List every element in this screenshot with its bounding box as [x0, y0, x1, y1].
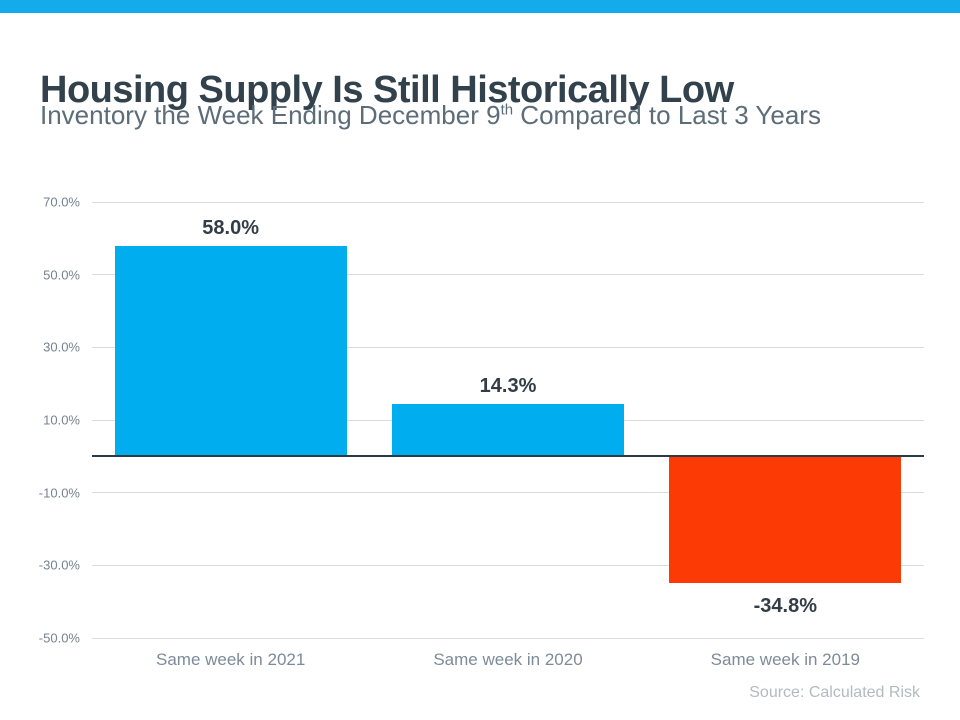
y-axis-tick-label: 10.0% [43, 412, 80, 428]
x-axis-category-label: Same week in 2019 [710, 650, 860, 669]
x-axis-category-label: Same week in 2021 [155, 650, 306, 669]
x-axis: Same week in 2021 Same week in 2020 Same w… [92, 650, 924, 674]
gridline [92, 346, 924, 348]
bar-value-label: 14.3% [479, 375, 537, 398]
y-axis-tick-label: -30.0% [38, 557, 80, 573]
source-caption: Source: Calculated Risk [749, 684, 920, 701]
gridline [92, 492, 924, 494]
gridline [92, 274, 924, 276]
bar-chart-plot-area: 58.0% 14.3% -34.8% [92, 201, 924, 639]
bar-value-label: 58.0% [202, 216, 260, 239]
subtitle-text: Inventory the Week Ending December 9 [40, 100, 501, 130]
gridline [92, 564, 924, 566]
zero-axis-line [92, 455, 924, 458]
page-title: Housing Supply Is Still Historically Low [40, 69, 734, 112]
gridline [92, 637, 924, 639]
gridline [92, 201, 924, 203]
y-axis: 70.0% 50.0% 30.0% 10.0% -10.0% -30.0% -50.0% [0, 195, 80, 646]
y-axis-tick-label: -10.0% [38, 485, 80, 501]
y-axis-tick-label: 50.0% [43, 267, 80, 283]
bar-value-label: -34.8% [753, 594, 818, 617]
subtitle-text: Compared to Last 3 Years [513, 100, 821, 130]
y-axis-tick-label: 70.0% [43, 194, 80, 210]
bar-same-week-in-2021 [114, 245, 347, 457]
bar-same-week-in-2019 [669, 457, 902, 583]
x-axis-category-label: Same week in 2020 [433, 650, 583, 669]
bar-same-week-in-2020 [392, 404, 624, 457]
y-axis-tick-label: 30.0% [43, 339, 80, 355]
page-subtitle: Inventory the Week Ending December 9th C… [40, 100, 821, 131]
y-axis-tick-label: -50.0% [38, 630, 80, 646]
top-accent-bar [0, 0, 960, 13]
subtitle-superscript: th [500, 101, 514, 119]
